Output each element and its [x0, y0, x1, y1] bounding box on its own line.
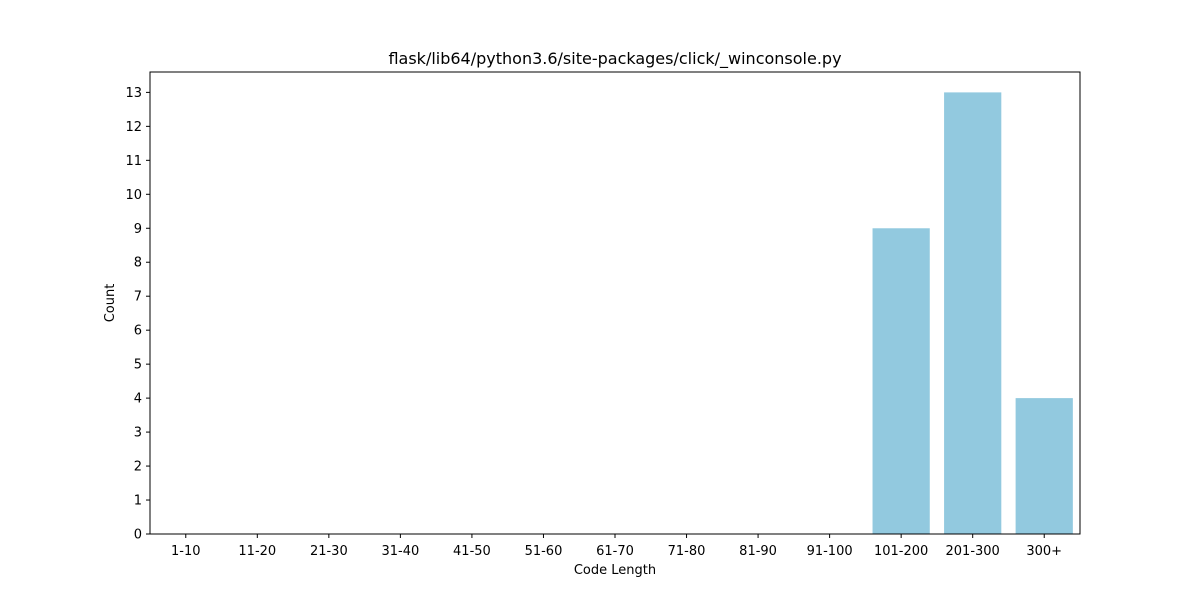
x-tick-label: 61-70 — [596, 544, 634, 559]
bar-101-200 — [872, 228, 930, 534]
y-tick-label: 11 — [125, 154, 142, 169]
x-axis-label: Code Length — [574, 563, 656, 578]
y-tick-label: 1 — [134, 494, 142, 509]
chart-title: flask/lib64/python3.6/site-packages/clic… — [388, 49, 841, 69]
y-tick-label: 10 — [125, 188, 142, 203]
x-tick-label: 51-60 — [525, 544, 563, 559]
y-axis-label: Count — [103, 284, 118, 323]
y-tick-label: 5 — [134, 358, 142, 373]
x-tick-label: 81-90 — [739, 544, 777, 559]
y-tick-label: 8 — [134, 256, 142, 271]
y-tick-label: 12 — [125, 120, 142, 135]
x-axis-ticks: 1-10 11-20 21-30 31-40 41-50 51-60 61-70 71-80 8… — [171, 534, 1062, 559]
y-tick-label: 4 — [134, 392, 142, 407]
y-tick-label: 9 — [134, 222, 142, 237]
plot-area-frame — [149, 71, 1081, 535]
y-tick-label: 6 — [134, 324, 142, 339]
y-tick-label: 3 — [134, 426, 142, 441]
y-tick-label: 13 — [125, 86, 142, 101]
x-tick-label: 31-40 — [381, 544, 419, 559]
bars-group — [872, 92, 1073, 534]
x-tick-label: 11-20 — [238, 544, 276, 559]
bar-201-300 — [944, 92, 1002, 534]
y-tick-label: 2 — [134, 460, 142, 475]
x-tick-label: 300+ — [1026, 544, 1062, 559]
x-tick-label: 41-50 — [453, 544, 491, 559]
y-tick-label: 7 — [134, 290, 142, 305]
x-tick-label: 101-200 — [874, 544, 928, 559]
x-tick-label: 1-10 — [171, 544, 201, 559]
bar-300+ — [1015, 398, 1073, 534]
x-tick-label: 21-30 — [310, 544, 348, 559]
y-tick-label: 0 — [134, 528, 142, 543]
x-tick-label: 71-80 — [668, 544, 706, 559]
x-tick-label: 201-300 — [946, 544, 1000, 559]
x-tick-label: 91-100 — [807, 544, 853, 559]
